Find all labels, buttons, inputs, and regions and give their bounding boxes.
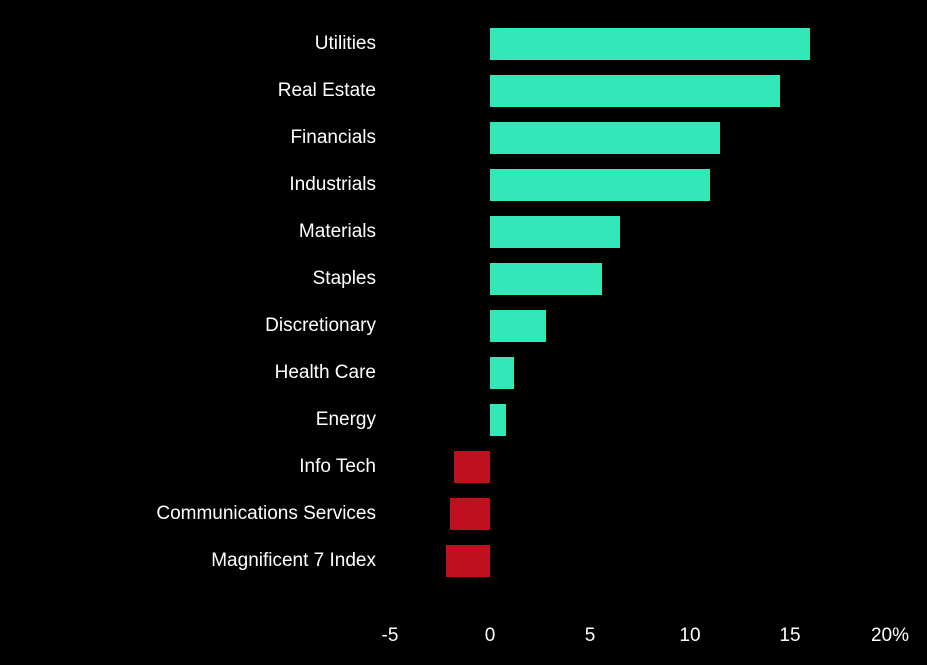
bar [490, 75, 780, 107]
bar-row: Discretionary [390, 310, 890, 342]
x-axis-tick-label: 10 [679, 625, 700, 647]
bar [490, 357, 514, 389]
bar [490, 310, 546, 342]
bar [490, 28, 810, 60]
bar [454, 451, 490, 483]
bar-row: Utilities [390, 28, 890, 60]
x-axis-tick-label: 20% [871, 625, 909, 647]
bar [490, 263, 602, 295]
category-label: Info Tech [299, 456, 390, 478]
category-label: Energy [316, 409, 390, 431]
category-label: Magnificent 7 Index [211, 550, 390, 572]
category-label: Staples [313, 268, 390, 290]
category-label: Communications Services [156, 503, 390, 525]
bar [490, 216, 620, 248]
category-label: Health Care [275, 362, 390, 384]
x-axis-tick-label: 5 [585, 625, 596, 647]
bar-row: Health Care [390, 357, 890, 389]
bar [490, 122, 720, 154]
bar [450, 498, 490, 530]
bar-row: Magnificent 7 Index [390, 545, 890, 577]
category-label: Industrials [289, 174, 390, 196]
category-label: Discretionary [265, 315, 390, 337]
plot-area: Utilities Real Estate Financials Industrial… [390, 20, 890, 600]
bar-row: Energy [390, 404, 890, 436]
bar-row: Financials [390, 122, 890, 154]
bar-row: Communications Services [390, 498, 890, 530]
bar-row: Info Tech [390, 451, 890, 483]
category-label: Real Estate [278, 80, 390, 102]
bar-row: Materials [390, 216, 890, 248]
bar [490, 169, 710, 201]
category-label: Materials [299, 221, 390, 243]
x-axis-tick-label: 0 [485, 625, 496, 647]
bar-row: Real Estate [390, 75, 890, 107]
category-label: Financials [290, 127, 390, 149]
sector-performance-bar-chart: UtilitiesReal EstateFinancialsIndustrial… [0, 0, 927, 665]
bar [446, 545, 490, 577]
x-axis-tick-label: -5 [382, 625, 399, 647]
bar [490, 404, 506, 436]
bar-row: Staples [390, 263, 890, 295]
bar-row: Industrials [390, 169, 890, 201]
category-label: Utilities [315, 33, 390, 55]
x-axis-tick-label: 15 [779, 625, 800, 647]
